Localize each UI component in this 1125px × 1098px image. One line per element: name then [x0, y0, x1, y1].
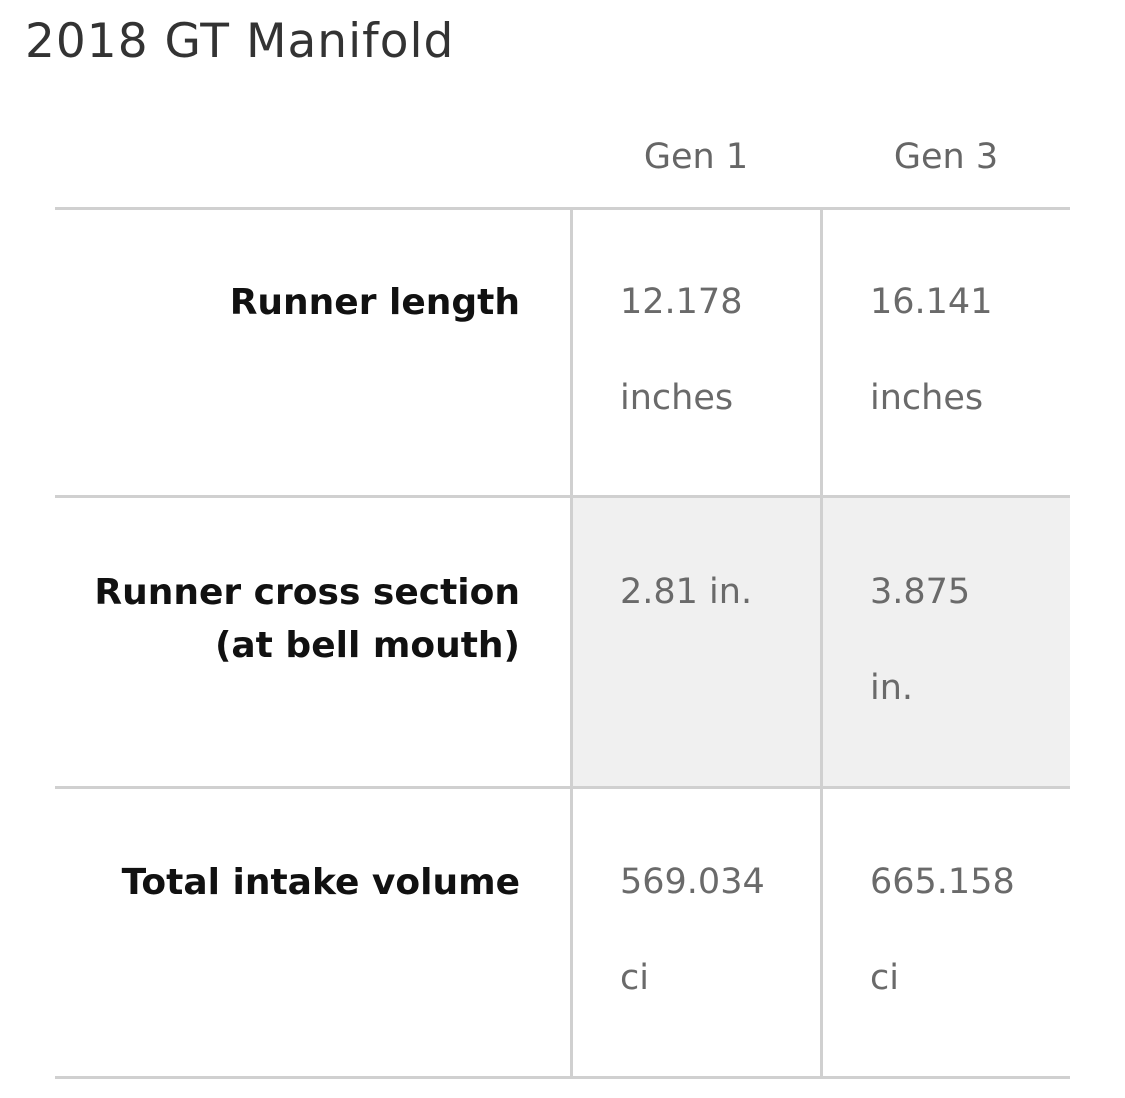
row-label: Total intake volume: [121, 862, 520, 903]
row-border: [55, 786, 1070, 789]
row-border: [55, 1076, 1070, 1079]
cell-value: 569.034 ci: [620, 862, 765, 998]
column-border: [570, 208, 573, 1078]
cell-value: 3.875 in.: [870, 572, 971, 708]
page-title: 2018 GT Manifold: [25, 14, 455, 69]
row-border: [55, 207, 1070, 210]
column-header: Gen 1: [643, 137, 749, 177]
cell-value: 16.141 inches: [870, 282, 993, 418]
column-border: [820, 208, 823, 1078]
cell-value: 665.158 ci: [870, 862, 1015, 998]
row-label: Runner cross section (at bell mouth): [94, 572, 520, 666]
cell-value: 2.81 in.: [620, 572, 753, 612]
row-border: [55, 495, 1070, 498]
row-label: Runner length: [229, 282, 520, 323]
column-header: Gen 3: [893, 137, 999, 177]
cell-value: 12.178 inches: [620, 282, 743, 418]
